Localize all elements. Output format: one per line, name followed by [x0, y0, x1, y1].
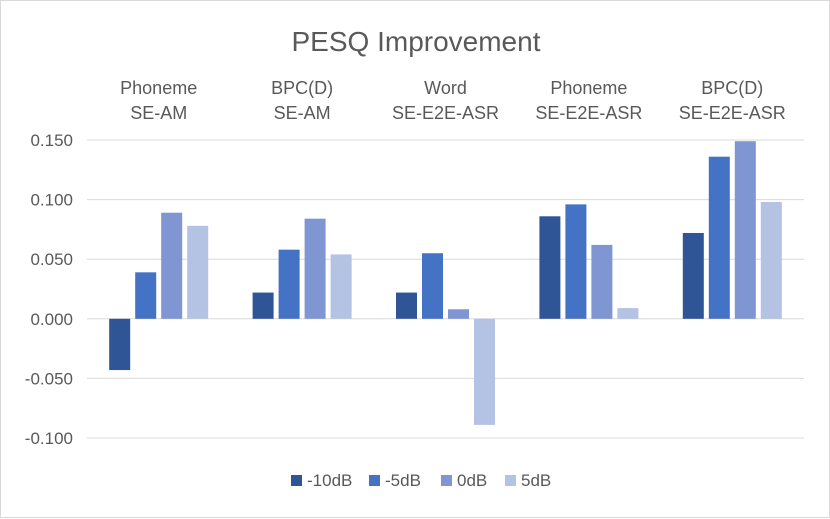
y-tick-label: 0.050 [30, 250, 73, 269]
bar [187, 225, 209, 319]
category-label: Word [424, 78, 467, 98]
bar [161, 212, 183, 319]
bar [422, 253, 443, 319]
y-tick-label: -0.050 [25, 369, 73, 388]
bar [682, 232, 704, 319]
legend-label: 0dB [457, 471, 487, 490]
bar [474, 318, 495, 425]
legend-label: 5dB [521, 471, 551, 490]
legend-swatch [369, 475, 380, 486]
bar [330, 254, 352, 319]
bar [135, 272, 157, 319]
category-label: SE-E2E-ASR [535, 103, 642, 123]
category-label: SE-AM [274, 103, 331, 123]
bar [278, 249, 300, 319]
bar [708, 156, 730, 319]
category-label: BPC(D) [271, 78, 333, 98]
y-tick-label: 0.150 [30, 131, 73, 150]
bar [252, 292, 274, 319]
category-labels: Phoneme SE-AM BPC(D) SE-AM Word SE-E2E-ASR Pho… [120, 78, 786, 123]
bar [565, 204, 587, 319]
bar [617, 308, 639, 319]
legend-swatch [291, 475, 302, 486]
bar [396, 292, 417, 319]
category-label: BPC(D) [701, 78, 763, 98]
legend-swatch [505, 475, 516, 486]
bar [734, 141, 756, 319]
bar [304, 218, 326, 319]
bar [448, 309, 469, 319]
y-tick-label: -0.100 [25, 429, 73, 448]
y-axis-ticks: 0.150 0.100 0.050 0.000 -0.050 -0.100 [25, 131, 73, 448]
chart-title: PESQ Improvement [292, 26, 541, 57]
bar [539, 216, 561, 319]
category-label: Phoneme [120, 78, 197, 98]
bar [760, 201, 782, 319]
legend-swatch [441, 475, 452, 486]
bar [591, 244, 613, 319]
bars [109, 141, 782, 425]
legend: -10dB -5dB 0dB 5dB [291, 471, 551, 490]
category-label: SE-AM [130, 103, 187, 123]
legend-label: -5dB [385, 471, 421, 490]
category-label: Phoneme [550, 78, 627, 98]
category-label: SE-E2E-ASR [679, 103, 786, 123]
y-tick-label: 0.000 [30, 310, 73, 329]
y-tick-label: 0.100 [30, 191, 73, 210]
bar [109, 318, 131, 371]
category-label: SE-E2E-ASR [392, 103, 499, 123]
legend-label: -10dB [307, 471, 352, 490]
